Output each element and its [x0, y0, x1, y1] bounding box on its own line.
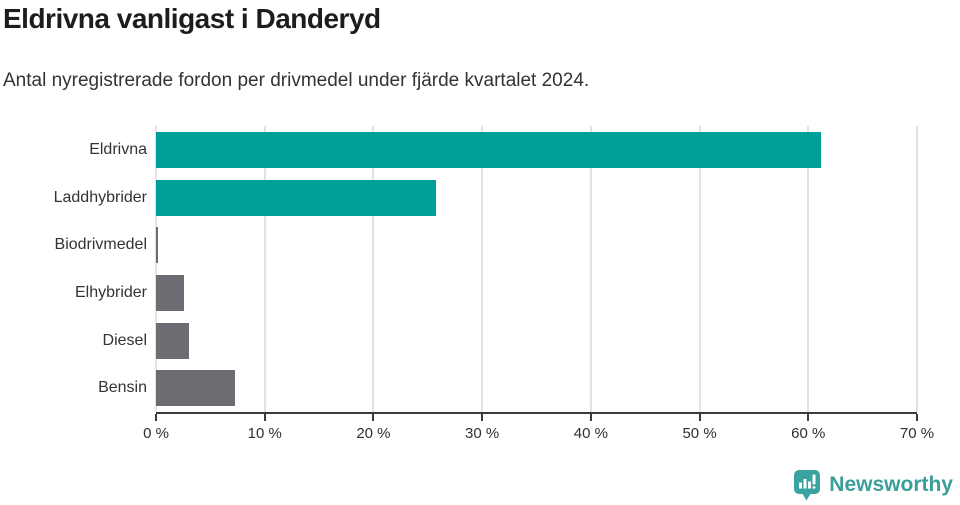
- newsworthy-logo: Newsworthy: [793, 469, 953, 501]
- x-tick-label: 50 %: [682, 425, 717, 442]
- x-axis-tick: [807, 414, 810, 421]
- x-tick-label: 70 %: [899, 425, 935, 442]
- bar-row: [156, 269, 917, 317]
- bar-bensin: [156, 370, 236, 407]
- category-label-biodrivmedel: Biodrivmedel: [54, 236, 147, 254]
- x-axis: 0 % 10 % 20 % 30 % 40 % 50 % 60 % 70 %: [143, 412, 934, 448]
- bar-row: [156, 174, 917, 222]
- category-label-diesel: Diesel: [102, 331, 147, 349]
- x-axis-tick: [481, 414, 484, 421]
- gridline: [372, 126, 375, 412]
- category-label-eldrivna: Eldrivna: [89, 140, 147, 158]
- x-axis-tick: [155, 414, 157, 421]
- bar-diesel: [156, 322, 189, 359]
- gridline: [916, 126, 918, 412]
- bar-eldrivna: [156, 131, 822, 168]
- bar-laddhybrider: [156, 179, 437, 216]
- bar-row: [156, 126, 917, 174]
- category-label-laddhybrider: Laddhybrider: [53, 188, 147, 206]
- speech-bubble-bar-chart-icon: [794, 470, 821, 501]
- category-labels: Eldrivna Laddhybrider Biodrivmedel Elhybrid…: [0, 126, 156, 412]
- chart-subtitle: Antal nyregistrerade fordon per drivmede…: [3, 70, 590, 91]
- gridline: [589, 126, 592, 412]
- x-tick-label: 20 %: [356, 425, 391, 442]
- x-tick-label: 0 %: [143, 425, 169, 442]
- x-axis-tick: [372, 414, 375, 421]
- gridline: [155, 126, 157, 412]
- bar-elhybrider: [156, 274, 185, 311]
- x-axis-tick: [698, 414, 701, 421]
- bar-biodrivmedel: [156, 227, 159, 264]
- plot-area: [155, 126, 918, 412]
- newsworthy-logo-text: Newsworthy: [829, 473, 953, 496]
- x-tick-label: 10 %: [247, 425, 282, 442]
- gridline: [481, 126, 484, 412]
- gridline: [807, 126, 810, 412]
- x-axis-tick: [589, 414, 592, 421]
- x-axis-tick: [263, 414, 266, 421]
- category-label-elhybrider: Elhybrider: [74, 283, 147, 301]
- gridline: [263, 126, 266, 412]
- bar-row: [156, 317, 917, 365]
- x-tick-label: 60 %: [791, 425, 826, 442]
- horizontal-bar-chart: Eldrivna Laddhybrider Biodrivmedel Elhybrid…: [0, 126, 918, 412]
- x-tick-label: 30 %: [465, 425, 500, 442]
- chart-title: Eldrivna vanligast i Danderyd: [3, 3, 381, 34]
- x-axis-tick: [916, 414, 918, 421]
- category-label-bensin: Bensin: [98, 379, 147, 397]
- x-tick-label: 40 %: [573, 425, 608, 442]
- bar-rows: [156, 126, 917, 412]
- bar-row: [156, 221, 917, 269]
- gridline: [698, 126, 701, 412]
- bar-row: [156, 364, 917, 412]
